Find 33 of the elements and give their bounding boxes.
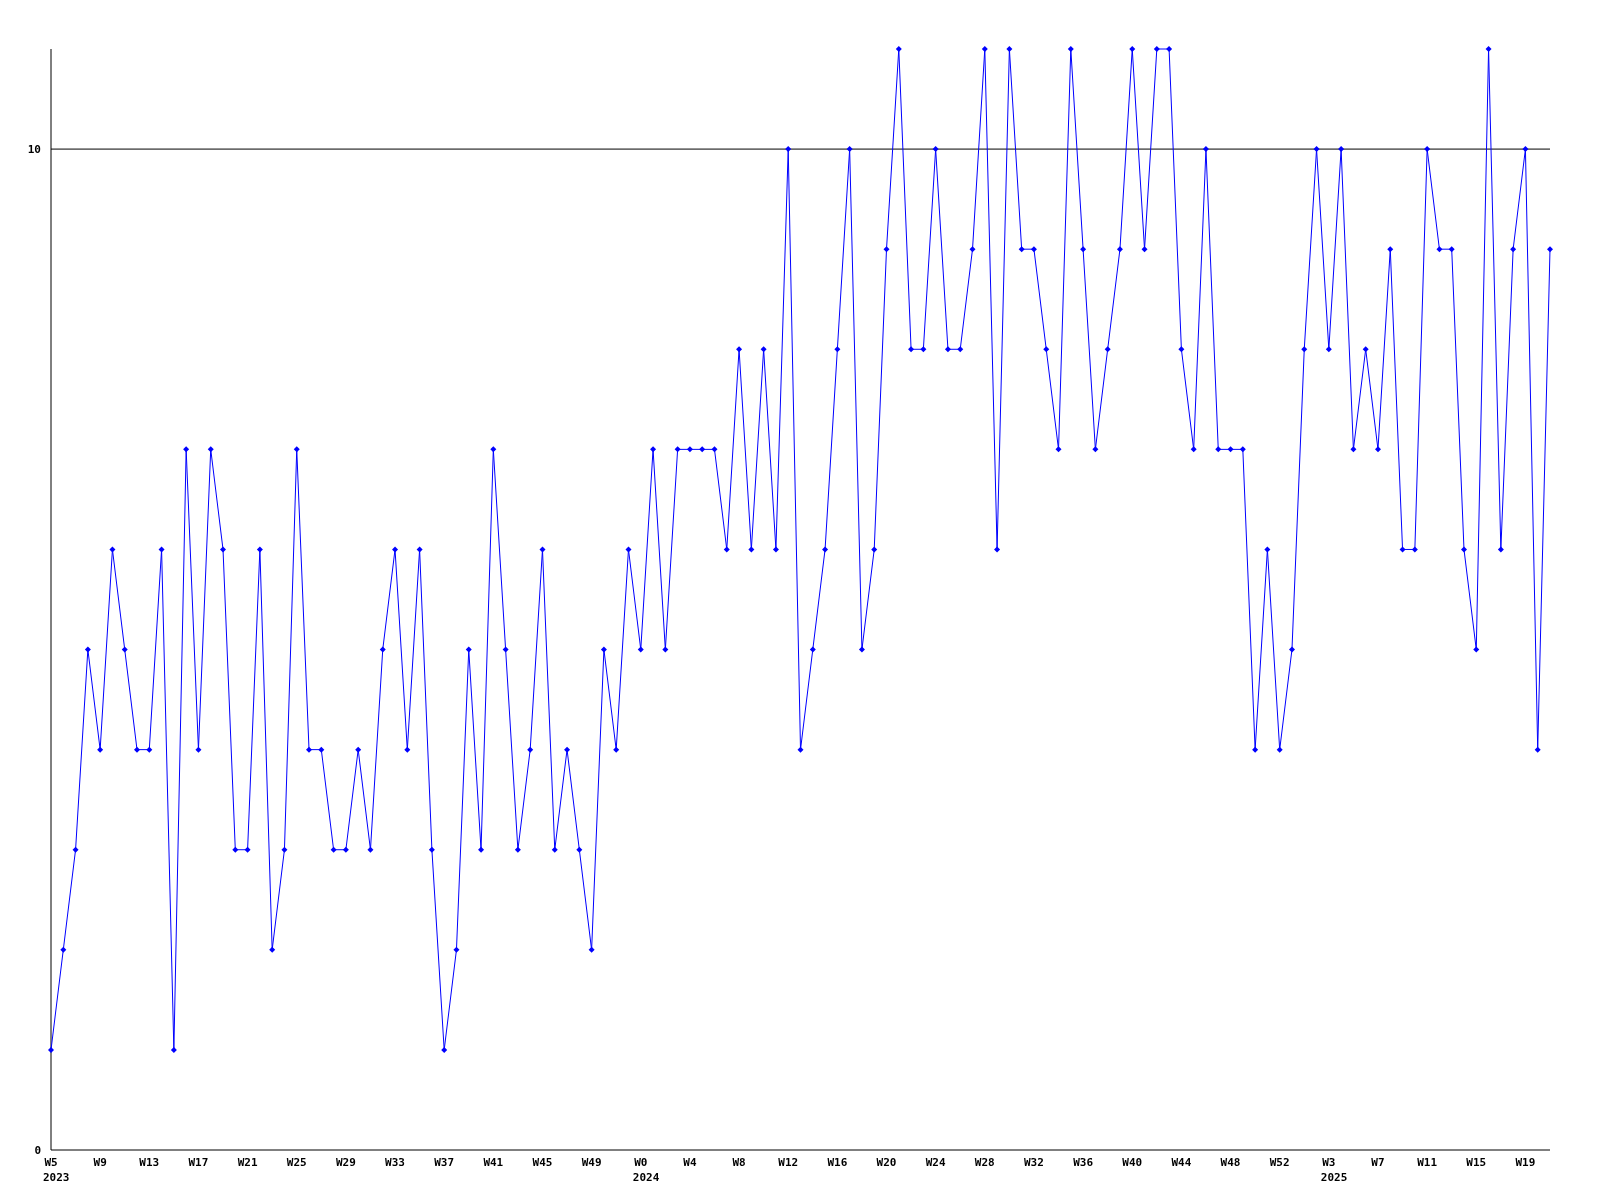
x-tick-label: W25 bbox=[286, 1156, 307, 1169]
x-tick-label: W4 bbox=[683, 1156, 697, 1169]
x-tick-label: W17 bbox=[188, 1156, 209, 1169]
x-tick-label: W20 bbox=[876, 1156, 897, 1169]
x-tick-label: W5 2023 bbox=[43, 1156, 70, 1184]
x-tick-label: W3 2025 bbox=[1320, 1156, 1348, 1184]
x-tick-label: W15 bbox=[1466, 1156, 1487, 1169]
x-tick-label: W13 bbox=[139, 1156, 160, 1169]
x-tick-label: W29 bbox=[335, 1156, 356, 1169]
x-tick-label: W9 bbox=[93, 1156, 107, 1169]
x-tick-label: W21 bbox=[237, 1156, 258, 1169]
x-tick-label: W36 bbox=[1073, 1156, 1094, 1169]
x-tick-label: W44 bbox=[1171, 1156, 1192, 1169]
x-tick-label: W40 bbox=[1122, 1156, 1143, 1169]
y-tick-label: 10 bbox=[27, 142, 41, 156]
x-tick-label: W12 bbox=[778, 1156, 799, 1169]
x-tick-label: W49 bbox=[581, 1156, 602, 1169]
x-tick-label: W37 bbox=[434, 1156, 455, 1169]
x-tick-label: W0 2024 bbox=[632, 1156, 660, 1184]
x-tick-label: W45 bbox=[532, 1156, 553, 1169]
x-tick-label: W8 bbox=[732, 1156, 746, 1169]
x-tick-label: W48 bbox=[1220, 1156, 1241, 1169]
x-tick-label: W28 bbox=[974, 1156, 995, 1169]
x-tick-label: W19 bbox=[1515, 1156, 1536, 1169]
x-tick-label: W41 bbox=[483, 1156, 504, 1169]
x-tick-label: W33 bbox=[385, 1156, 405, 1169]
x-tick-label: W7 bbox=[1371, 1156, 1385, 1169]
x-tick-label: W16 bbox=[827, 1156, 848, 1169]
x-tick-label: W32 bbox=[1024, 1156, 1044, 1169]
x-tick-label: W24 bbox=[925, 1156, 946, 1169]
y-tick-label: 0 bbox=[34, 1143, 41, 1157]
x-tick-label: W52 bbox=[1269, 1156, 1290, 1169]
x-tick-label: W11 bbox=[1417, 1156, 1438, 1169]
